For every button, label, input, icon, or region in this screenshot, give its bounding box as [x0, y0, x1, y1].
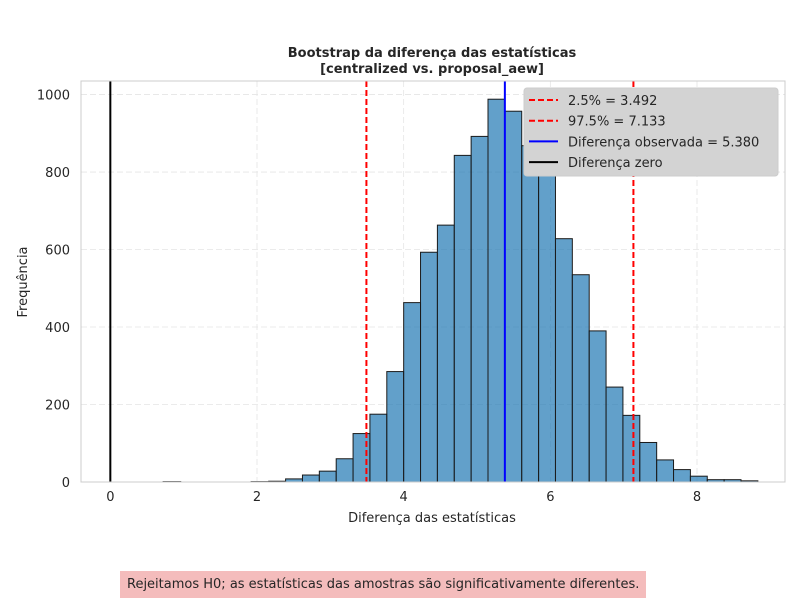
histogram-bar	[386, 371, 405, 483]
legend-entry-label: 2.5% = 3.492	[568, 94, 657, 109]
histogram-bar	[335, 458, 354, 483]
histogram-bar	[605, 386, 624, 483]
y-tick-label: 800	[45, 166, 70, 181]
legend-box	[523, 87, 779, 177]
x-axis-ticks: 0 2 4 6 8	[106, 490, 701, 505]
histogram-bar	[571, 274, 590, 483]
y-axis-label: Frequência	[16, 246, 31, 317]
histogram-bar	[504, 110, 523, 483]
histogram-bar	[689, 475, 708, 483]
histogram-bar	[318, 470, 337, 483]
histogram-bar	[554, 238, 573, 483]
y-tick-label: 600	[45, 244, 70, 259]
conclusion-banner: Rejeitamos H0; as estatísticas das amost…	[120, 571, 647, 598]
histogram-bar	[301, 474, 320, 483]
x-tick-label: 0	[106, 490, 114, 505]
histogram-bar	[487, 98, 506, 483]
histogram-bar	[538, 171, 556, 483]
histogram-bar	[656, 459, 675, 483]
histogram-bar	[521, 145, 540, 483]
histogram-bar	[352, 433, 371, 483]
legend-entry-label: Diferença observada = 5.380	[568, 135, 759, 150]
x-tick-label: 8	[693, 490, 701, 505]
histogram-bar	[588, 330, 607, 483]
x-tick-label: 6	[546, 490, 554, 505]
y-tick-label: 0	[62, 476, 70, 491]
chart-title-line-1: Bootstrap da diferença das estatísticas	[288, 46, 577, 61]
y-tick-label: 200	[45, 399, 70, 414]
y-tick-label: 1000	[37, 89, 70, 104]
histogram-bar	[622, 414, 641, 483]
x-tick-label: 4	[400, 490, 408, 505]
legend-entry-label: Diferença zero	[568, 156, 663, 171]
chart-title-line-2: [centralized vs. proposal_aew]	[320, 62, 544, 77]
histogram-bar	[403, 302, 422, 483]
legend-entry-label: 97.5% = 7.133	[568, 115, 666, 130]
histogram-bar	[369, 413, 388, 483]
histogram-bar	[453, 154, 472, 483]
histogram-bar	[639, 441, 658, 483]
histogram-bar	[420, 251, 438, 483]
plot-area-frame	[80, 80, 786, 483]
histogram-bar	[470, 135, 489, 483]
y-axis-ticks: 0 200 400 600 800 1000	[37, 89, 70, 491]
x-axis-label: Diferença das estatísticas	[348, 511, 516, 526]
y-tick-label: 400	[45, 321, 70, 336]
histogram-bar	[673, 469, 691, 483]
histogram-bar	[436, 224, 455, 483]
legend: 2.5% = 3.492 97.5% = 7.133 Diferença obser…	[523, 87, 779, 177]
x-tick-label: 2	[253, 490, 261, 505]
